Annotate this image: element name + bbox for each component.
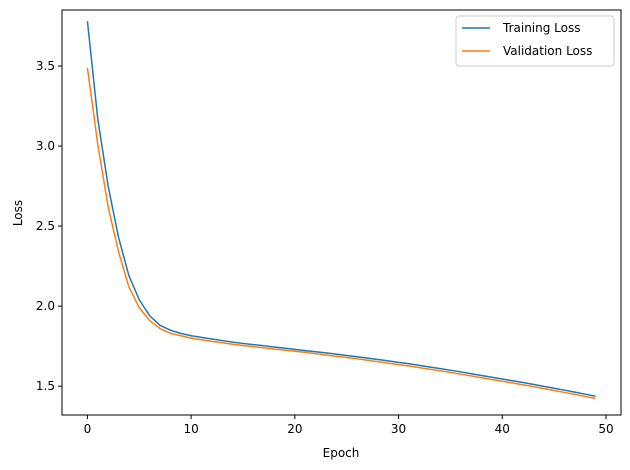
y-axis-title: Loss <box>11 200 25 226</box>
x-tick-label: 20 <box>287 422 302 436</box>
x-tick-label: 50 <box>598 422 613 436</box>
series-layer <box>86 21 596 400</box>
y-tick-label: 2.5 <box>36 219 55 233</box>
legend-label-training: Training Loss <box>502 21 580 35</box>
y-tick-label: 1.5 <box>36 379 55 393</box>
x-tick-label: 40 <box>495 422 510 436</box>
y-tick-label: 3.5 <box>36 59 55 73</box>
x-axis-title: Epoch <box>323 446 360 460</box>
legend-label-validation: Validation Loss <box>503 44 592 58</box>
x-tick-label: 10 <box>183 422 198 436</box>
training-loss-line <box>86 21 596 398</box>
x-tick-label: 30 <box>391 422 406 436</box>
y-tick-label: 3.0 <box>36 139 55 153</box>
plot-background <box>62 10 621 415</box>
x-tick-label: 0 <box>84 422 92 436</box>
legend-box <box>455 15 615 67</box>
legend: Training Loss Validation Loss <box>455 15 615 67</box>
y-axis-ticks: 1.5 2.0 2.5 3.0 3.5 <box>36 59 62 393</box>
plot-frame <box>61 9 622 416</box>
y-tick-label: 2.0 <box>36 299 55 313</box>
validation-loss-line <box>86 67 596 400</box>
x-axis-ticks: 0 10 20 30 40 50 <box>84 415 614 436</box>
